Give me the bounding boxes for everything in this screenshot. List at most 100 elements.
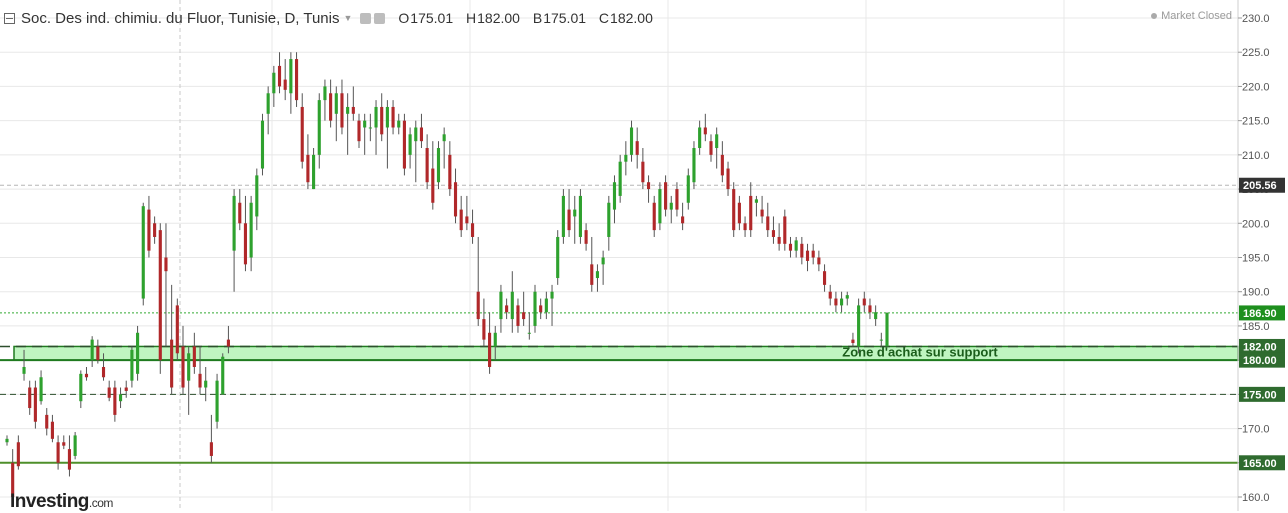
candle-body (368, 127, 372, 129)
candle (726, 161, 730, 196)
candlesticks (5, 52, 889, 504)
candle (646, 175, 651, 203)
candle-body (442, 134, 446, 142)
candle (453, 168, 458, 224)
candle (533, 284, 537, 333)
candle-body (101, 366, 106, 378)
candle (788, 236, 793, 258)
settings-icon[interactable] (360, 12, 372, 24)
gear-icon[interactable] (374, 12, 386, 24)
candle (811, 243, 815, 265)
candle (561, 189, 565, 244)
candle-body (170, 339, 174, 388)
candle (499, 284, 503, 333)
candle-body (431, 168, 435, 203)
candle-body (868, 305, 872, 313)
candle (868, 298, 872, 320)
candle (374, 100, 378, 155)
chevron-down-icon[interactable]: ▼ (343, 13, 353, 23)
candle (198, 346, 202, 395)
candle (340, 79, 344, 135)
collapse-icon[interactable] (4, 12, 15, 24)
candle-body (232, 195, 236, 251)
candle-body (45, 414, 49, 429)
candle (130, 346, 134, 388)
candle-body (709, 141, 713, 155)
candle-body (391, 106, 395, 128)
candle-body (590, 264, 594, 285)
price-tag-label: 186.90 (1243, 308, 1277, 320)
candle-body (828, 291, 832, 299)
candle (187, 346, 191, 415)
instrument-title: Soc. Des ind. chimiu. du Fluor, Tunisie,… (21, 9, 340, 27)
candle-body (488, 332, 492, 367)
price-tag-label: 180.00 (1243, 355, 1277, 367)
candle-body (215, 380, 219, 422)
candle (601, 250, 605, 285)
candle-body (306, 154, 310, 183)
candle-body (510, 291, 514, 320)
y-tick-label: 185.0 (1242, 321, 1270, 333)
candle-body (419, 127, 424, 142)
y-tick-label: 170.0 (1242, 424, 1270, 436)
candle-body (760, 209, 764, 217)
candle-body (834, 298, 838, 306)
candle-body (357, 120, 361, 142)
candle (300, 93, 304, 169)
candle (754, 195, 758, 217)
candle-body (646, 182, 651, 190)
candle (164, 223, 168, 347)
candle (431, 141, 435, 210)
candle (493, 325, 497, 361)
candle (505, 298, 509, 320)
price-tag-bg (1239, 305, 1285, 321)
candle-body (522, 312, 526, 320)
candle (11, 449, 15, 504)
open-label: O (398, 10, 410, 26)
price-tags: 205.56 186.90 182.00 180.00 175.00 165.00 (1239, 177, 1285, 471)
candle-body (56, 442, 60, 463)
support-zone-label: Zone d'achat sur support (842, 344, 998, 359)
price-axis[interactable]: 160.0165.0170.0175.0180.0185.0190.0195.0… (1238, 13, 1270, 504)
candle (249, 195, 253, 272)
candle-body (493, 332, 497, 347)
candle (567, 189, 571, 237)
candle (45, 408, 49, 436)
candle-body (351, 106, 355, 114)
candle-body (448, 154, 452, 190)
candle (857, 298, 861, 354)
candle (709, 134, 713, 162)
candle-body (187, 353, 191, 381)
candle (158, 223, 162, 374)
candle (124, 380, 128, 398)
candle-body (414, 127, 418, 142)
candle-body (181, 346, 185, 388)
candle-body (658, 189, 662, 224)
y-tick-label: 195.0 (1242, 253, 1270, 265)
candle-body (607, 202, 611, 237)
candle-body (158, 230, 162, 361)
candle (329, 79, 333, 128)
y-tick-label: 215.0 (1242, 116, 1270, 128)
candle (294, 52, 299, 107)
candle-body (885, 312, 889, 347)
candle (272, 65, 276, 107)
candle (664, 175, 668, 217)
candle-body (822, 271, 827, 285)
candle-body (204, 380, 208, 388)
candle-body (612, 182, 617, 210)
candle-body (703, 127, 707, 135)
high-label: H (466, 10, 477, 26)
candle (368, 113, 372, 142)
candle-body (567, 209, 571, 231)
candle (618, 154, 622, 203)
candle (459, 195, 463, 237)
candle (141, 202, 145, 306)
candle-body (124, 387, 128, 391)
price-tag-bg (1239, 177, 1285, 193)
candle-body (879, 339, 883, 341)
y-tick-label: 160.0 (1242, 492, 1270, 504)
candle-body (749, 195, 753, 231)
candle (28, 380, 32, 415)
